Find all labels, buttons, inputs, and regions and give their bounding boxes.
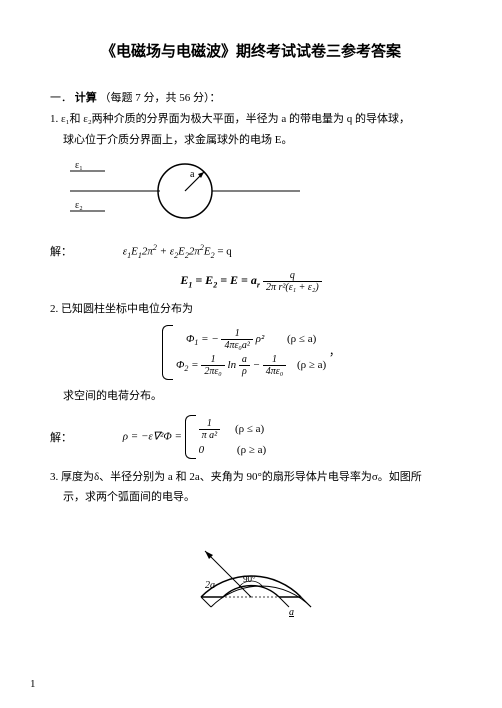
p3-text-a: 厚度为δ、半径分别为 a 和 2a、夹角为 90°的扇形导体片电导率为σ。如图所 [61,471,422,483]
label-90: 90° [243,574,256,584]
section-label: 计算 [75,92,97,104]
page-number: 1 [30,678,36,690]
p2-solution: 解： ρ = −ε∇²Φ = 1π a² (ρ ≤ a) 0 (ρ ≥ a) [50,415,452,459]
p2-sol-label: 解： [50,429,120,445]
eps1-label: ε₁ [75,160,83,171]
p2-comma: ， [329,346,340,358]
p1-num: 1. [50,113,58,125]
eps2-label: ε₂ [75,200,83,211]
p2-num: 2. [50,303,58,315]
p1-eq2-lhs: E1 = E2 = E = ar [180,273,263,287]
label-a: a [289,607,294,618]
p1-eq2: E1 = E2 = E = ar q 2π r²(ε₁ + ε₂) [50,270,452,293]
problem-2: 2. 已知圆柱坐标中电位分布为 [50,301,452,318]
p2-given: Φ1 = − 14πε₀a² ρ² (ρ ≤ a) Φ2 = 12πε₀ ln … [50,325,452,380]
section-score: （每题 7 分，共 56 分）： [100,92,221,104]
section-header: 一． 计算 （每题 7 分，共 56 分）： [50,89,452,105]
p3-text-b: 示，求两个弧面间的电导。 [50,489,452,506]
page-title: 《电磁场与电磁波》期终考试试卷三参考答案 [50,40,452,61]
p3-figure: 2a 90° a [50,512,452,625]
label-2a: 2a [205,580,215,591]
p2-phi2-row: Φ2 = 12πε₀ ln aρ − 14πε₀ (ρ ≥ a) [176,354,326,377]
p1-eq1-content: ε1E12π2 + ε2E22π2E2 = q [123,243,232,260]
p3-num: 3. [50,471,58,483]
p1-text-b: 球心位于介质分界面上，求金属球外的电场 E。 [50,132,452,149]
sol-label: 解： [50,243,120,259]
p2-find: 求空间的电荷分布。 [50,388,452,405]
p2-sol-row2: 0 (ρ ≥ a) [199,444,267,456]
p2-text: 已知圆柱坐标中电位分布为 [61,303,193,315]
a-label: a [190,169,195,180]
problem-3: 3. 厚度为δ、半径分别为 a 和 2a、夹角为 90°的扇形导体片电导率为σ。… [50,469,452,486]
p1-text-a: ε₁和 ε₂两种介质的分界面为极大平面，半径为 a 的带电量为 q 的导体球， [61,113,410,125]
p1-figure: ε₁ ε₂ a [70,156,452,229]
p2-phi1-row: Φ1 = − 14πε₀a² ρ² (ρ ≤ a) [176,328,326,351]
p2-sol-row1: 1π a² (ρ ≤ a) [199,418,267,441]
p2-sol-lhs: ρ = −ε∇²Φ = [123,430,185,442]
p1-eq2-frac: q 2π r²(ε₁ + ε₂) [263,270,322,293]
problem-1: 1. ε₁和 ε₂两种介质的分界面为极大平面，半径为 a 的带电量为 q 的导体… [50,111,452,128]
section-num: 一． [50,92,72,104]
p1-eq1: 解： ε1E12π2 + ε2E22π2E2 = q [50,243,452,260]
